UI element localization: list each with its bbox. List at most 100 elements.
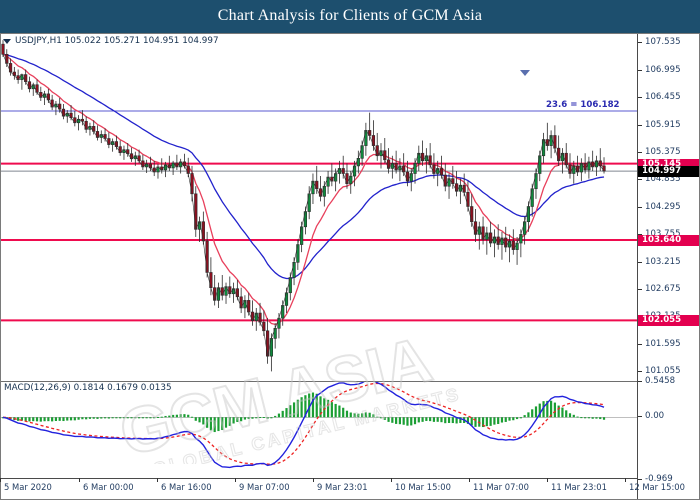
candle-body xyxy=(262,321,266,332)
macd-histogram-bar xyxy=(368,412,371,418)
macd-histogram-bar xyxy=(130,417,133,419)
macd-histogram-bar xyxy=(217,417,220,432)
candle-body xyxy=(523,221,527,235)
macd-histogram-bar xyxy=(326,399,330,418)
macd-histogram-bar xyxy=(39,417,42,422)
symbol-info-bar[interactable]: USDJPY,H1 105.022 105.271 104.951 104.99… xyxy=(3,36,219,46)
price-tick: 105.915 xyxy=(638,120,699,131)
macd-histogram-bar xyxy=(349,412,352,418)
price-tick: 104.835 xyxy=(638,174,699,185)
candle-body xyxy=(534,173,538,190)
macd-histogram-bar xyxy=(565,410,568,418)
candle-body xyxy=(186,165,190,174)
candle-body xyxy=(277,317,281,329)
macd-histogram-bar xyxy=(376,416,379,418)
macd-histogram-bar xyxy=(153,417,156,419)
candle-body xyxy=(205,240,209,273)
macd-histogram-bar xyxy=(255,417,258,419)
macd-histogram-bar xyxy=(17,417,20,421)
candle-body xyxy=(318,188,323,197)
macd-histogram-bar xyxy=(315,393,318,418)
macd-histogram-bar xyxy=(512,417,515,421)
macd-histogram-bar xyxy=(251,417,254,419)
macd-histogram-bar xyxy=(304,395,307,418)
candle-body xyxy=(356,158,360,167)
macd-histogram-bar xyxy=(402,417,405,425)
macd-histogram-bar xyxy=(595,417,598,419)
candle-body xyxy=(247,300,251,313)
macd-svg xyxy=(1,382,637,469)
macd-histogram-bar xyxy=(141,417,144,419)
candle-body xyxy=(383,150,387,161)
candle-body xyxy=(322,185,326,197)
candle-body xyxy=(269,338,273,357)
macd-histogram-bar xyxy=(115,417,118,419)
macd-histogram-bar xyxy=(308,393,311,418)
macd-histogram-bar xyxy=(466,417,470,424)
candle-body xyxy=(213,287,217,301)
macd-histogram-bar xyxy=(576,416,579,418)
macd-histogram-bar xyxy=(599,417,602,420)
macd-info-label: MACD(12,26,9) 0.1814 0.1679 0.0135 xyxy=(4,383,172,393)
macd-histogram-bar xyxy=(353,413,356,418)
candle-body xyxy=(553,135,557,149)
macd-histogram-bar xyxy=(523,415,526,418)
macd-histogram-bar xyxy=(493,417,496,425)
time-tick: 9 Mar 07:00 xyxy=(235,478,290,492)
macd-histogram-bar xyxy=(553,402,556,418)
macd-histogram-bar xyxy=(281,410,284,418)
chevron-down-icon[interactable] xyxy=(3,38,11,44)
macd-histogram-bar xyxy=(481,417,485,428)
candle-body xyxy=(409,173,413,182)
macd-histogram-bar xyxy=(85,417,88,420)
macd-histogram-bar xyxy=(243,417,247,420)
candle-body xyxy=(281,305,285,319)
macd-histogram-bar xyxy=(274,415,277,418)
macd-histogram-bar xyxy=(527,412,530,418)
macd-histogram-bar xyxy=(485,417,488,427)
macd-histogram-bar xyxy=(406,417,409,426)
macd-histogram-bar xyxy=(372,414,375,418)
chart-top-marker-icon xyxy=(520,70,530,76)
macd-tick: 0.00 xyxy=(638,411,699,422)
price-axis[interactable]: 107.535 106.995 106.455 105.915 105.375 104.8… xyxy=(637,34,699,499)
candle-body xyxy=(466,191,470,207)
macd-histogram-bar xyxy=(531,409,534,418)
macd-histogram-bar xyxy=(88,417,92,419)
macd-histogram-bar xyxy=(164,415,167,418)
candle-body xyxy=(564,152,568,166)
macd-histogram-bar xyxy=(111,417,114,419)
last-price-badge: 104.997 xyxy=(638,166,699,178)
macd-histogram-bar xyxy=(591,417,594,419)
macd-histogram-bar xyxy=(73,417,76,421)
price-tick: 103.215 xyxy=(638,257,699,268)
macd-histogram-bar xyxy=(413,417,417,425)
macd-histogram-bar xyxy=(81,417,84,420)
macd-histogram-bar xyxy=(364,412,367,418)
macd-histogram-bar xyxy=(126,417,129,419)
time-tick: 11 Mar 07:00 xyxy=(469,478,529,492)
macd-histogram-bar xyxy=(236,417,239,422)
time-tick: 12 Mar 15:00 xyxy=(625,478,685,492)
macd-histogram-bar xyxy=(266,417,269,419)
macd-histogram-bar xyxy=(175,414,178,418)
candle-body xyxy=(307,193,311,212)
macd-histogram-bar xyxy=(436,417,439,422)
macd-histogram-bar xyxy=(398,417,401,425)
candle-body xyxy=(24,74,28,82)
macd-histogram-bar xyxy=(440,417,443,423)
macd-histogram-bar xyxy=(69,417,73,421)
candle-body xyxy=(526,206,531,223)
macd-histogram-bar xyxy=(103,417,107,419)
macd-histogram-bar xyxy=(587,417,590,419)
macd-histogram-bar xyxy=(187,414,190,418)
macd-histogram-bar xyxy=(447,417,451,423)
macd-histogram-bar xyxy=(330,402,333,418)
time-tick: 6 Mar 00:00 xyxy=(79,478,134,492)
candle-body xyxy=(84,120,88,130)
macd-histogram-bar xyxy=(62,417,65,422)
macd-indicator-plot[interactable]: MACD(12,26,9) 0.1814 0.1679 0.0135 xyxy=(1,381,637,480)
price-tick: 103.755 xyxy=(638,229,699,240)
macd-histogram-bar xyxy=(334,403,337,418)
price-chart-plot[interactable] xyxy=(1,34,637,379)
